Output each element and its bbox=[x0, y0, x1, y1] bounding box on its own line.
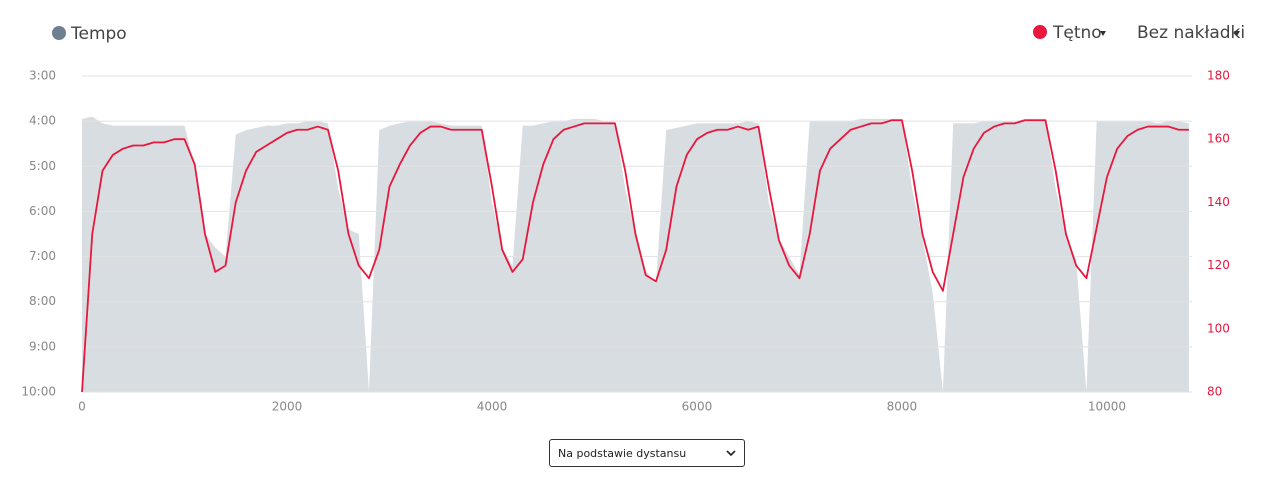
y-tick-label: 8:00 bbox=[29, 294, 56, 308]
hr-line bbox=[81, 119, 1189, 393]
legend-swatch bbox=[52, 26, 66, 40]
y-tick-label: 4:00 bbox=[29, 114, 56, 128]
dropdown-arrow bbox=[1234, 31, 1240, 36]
basis-select[interactable]: Na podstawie dystansu bbox=[549, 439, 745, 467]
select-arrow bbox=[726, 450, 736, 456]
y2-tick-label: 180 bbox=[1207, 69, 1230, 83]
plot-area bbox=[82, 116, 1189, 392]
dropdown-arrow bbox=[1100, 31, 1106, 36]
overlay-label: Bez nakładki bbox=[1137, 23, 1245, 43]
y-tick-label: 7:00 bbox=[29, 249, 56, 263]
legend-label: Tempo bbox=[70, 24, 127, 44]
legend-swatch bbox=[1033, 25, 1047, 39]
x-tick-label: 8000 bbox=[887, 400, 918, 414]
x-tick-label: 2000 bbox=[272, 400, 303, 414]
select-label: Na podstawie dystansu bbox=[558, 446, 687, 460]
y2-tick-label: 80 bbox=[1207, 385, 1222, 399]
legend-tempo[interactable]: Tempo bbox=[52, 24, 127, 44]
x-tick-label: 6000 bbox=[682, 400, 713, 414]
x-tick-label: 0 bbox=[78, 400, 86, 414]
y2-tick-label: 100 bbox=[1207, 321, 1230, 335]
overlay-dropdown[interactable]: Bez nakładki bbox=[1137, 23, 1245, 43]
y2-tick-label: 140 bbox=[1207, 195, 1230, 209]
y2-tick-label: 120 bbox=[1207, 258, 1230, 272]
grid bbox=[82, 75, 1192, 393]
y-tick-label: 9:00 bbox=[29, 339, 56, 353]
y2-tick-label: 160 bbox=[1207, 132, 1230, 146]
x-tick-label: 10000 bbox=[1088, 400, 1126, 414]
legend-hr[interactable]: Tętno bbox=[1033, 23, 1106, 43]
y-tick-label: 3:00 bbox=[29, 69, 56, 83]
x-tick-label: 4000 bbox=[477, 400, 508, 414]
legend-label: Tętno bbox=[1052, 23, 1102, 43]
y-tick-label: 5:00 bbox=[29, 159, 56, 173]
y-tick-label: 10:00 bbox=[21, 385, 56, 399]
y-tick-label: 6:00 bbox=[29, 204, 56, 218]
pace-area bbox=[82, 116, 1189, 392]
